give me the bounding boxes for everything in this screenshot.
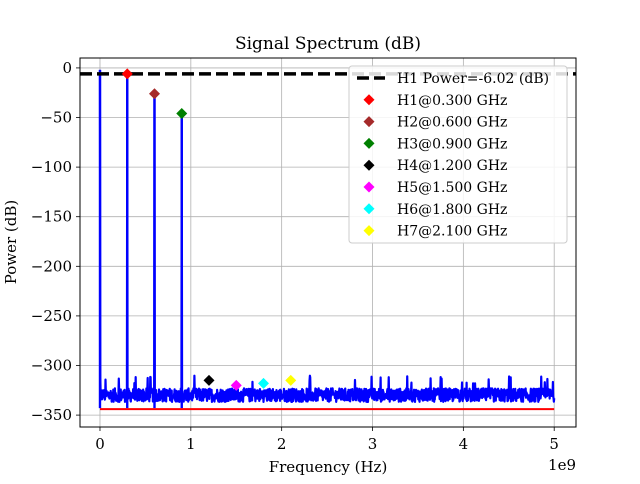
harmonic-marker <box>203 374 215 386</box>
harmonic-marker <box>285 374 297 386</box>
harmonic-marker <box>121 68 133 80</box>
y-tick-label: −200 <box>31 257 72 275</box>
legend-marker-swatch <box>363 225 375 237</box>
chart-title: Signal Spectrum (dB) <box>235 34 421 54</box>
x-axis-label: Frequency (Hz) <box>269 458 388 476</box>
spectrum-line <box>98 69 556 404</box>
y-tick-label: −250 <box>31 307 72 325</box>
y-axis-label: Power (dB) <box>2 200 20 285</box>
legend: H1 Power=-6.02 (dB) H1@0.300 GHz H2@0.600 … <box>348 65 568 244</box>
harmonic-marker <box>258 377 270 389</box>
x-tick-label: 5 <box>549 435 559 453</box>
y-tick-label: −50 <box>40 109 72 127</box>
x-tick-label: 4 <box>459 435 469 453</box>
harmonic-marker <box>176 108 188 120</box>
x-tick-label: 0 <box>95 435 105 453</box>
y-tick-label: −100 <box>31 158 72 176</box>
x-tick-label: 2 <box>277 435 287 453</box>
y-tick-label: −350 <box>31 406 72 424</box>
harmonic-marker <box>230 379 242 391</box>
legend-marker-swatch <box>363 137 375 149</box>
y-tick-label: −150 <box>31 208 72 226</box>
axes-frame <box>79 57 577 428</box>
legend-marker-label: H3@0.900 GHz <box>397 136 507 152</box>
legend-ref-label: H1 Power=-6.02 (dB) <box>397 71 549 87</box>
axis-ticks: 0 1 2 3 4 5 0 −50 −100 −150 −200 −250 −300 −350 <box>31 59 559 453</box>
legend-marker-label: H4@1.200 GHz <box>397 158 507 174</box>
legend-marker-swatch <box>363 116 375 128</box>
legend-marker-swatch <box>363 181 375 193</box>
y-tick-label: 0 <box>62 59 72 77</box>
legend-marker-label: H2@0.600 GHz <box>397 115 507 131</box>
x-tick-label: 3 <box>368 435 378 453</box>
x-tick-label: 1 <box>186 435 196 453</box>
legend-marker-label: H7@2.100 GHz <box>397 224 507 240</box>
legend-marker-swatch <box>363 159 375 171</box>
plot-area <box>80 68 576 411</box>
legend-marker-label: H1@0.300 GHz <box>397 93 507 109</box>
legend-marker-swatch <box>363 94 375 106</box>
harmonic-marker <box>148 88 160 100</box>
legend-marker-swatch <box>363 203 375 215</box>
y-tick-label: −300 <box>31 357 72 375</box>
legend-box <box>348 65 568 244</box>
x-axis-multiplier: 1e9 <box>548 456 576 474</box>
legend-marker-label: H6@1.800 GHz <box>397 202 507 218</box>
legend-marker-label: H5@1.500 GHz <box>397 180 507 196</box>
